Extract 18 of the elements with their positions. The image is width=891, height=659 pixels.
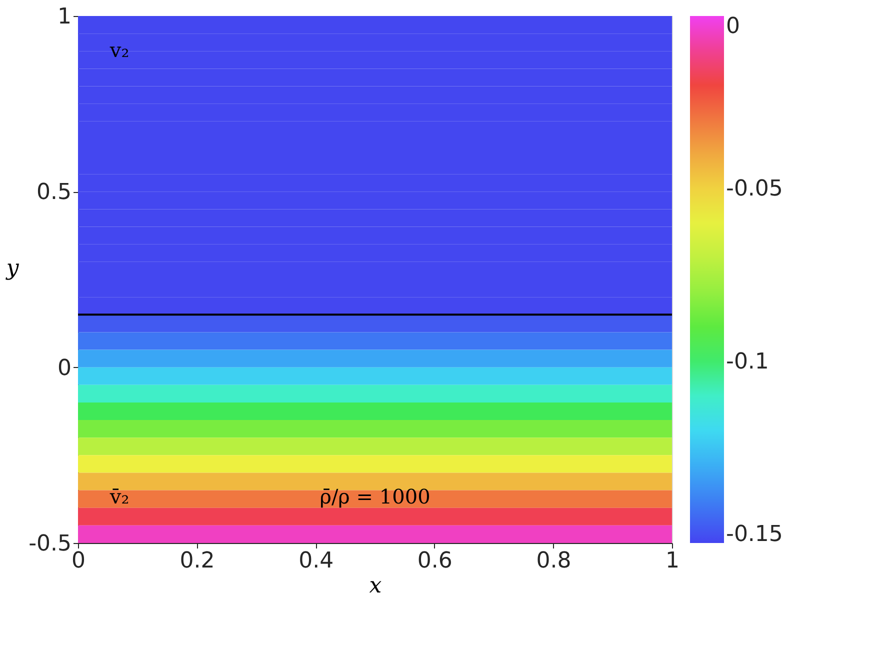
annotation: ρ̄/ρ = 1000 bbox=[320, 484, 430, 508]
color-bar-label: 0 bbox=[726, 14, 740, 39]
color-bar-label: -0.15 bbox=[726, 522, 783, 548]
annotation: v₂ bbox=[108, 38, 130, 62]
color-bar-label: -0.1 bbox=[726, 349, 769, 374]
y-tick-label: 0 bbox=[58, 356, 72, 381]
x-tick-label: 0.2 bbox=[180, 548, 215, 574]
annotation: v̄₂ bbox=[108, 484, 130, 508]
y-tick-label: -0.5 bbox=[28, 532, 72, 556]
x-tick-label: 0.4 bbox=[298, 548, 334, 574]
x-tick-label: 0.6 bbox=[417, 548, 452, 574]
y-axis-title: y bbox=[5, 256, 20, 281]
y-tick-label: 1 bbox=[58, 4, 72, 30]
x-axis-title: x bbox=[369, 574, 382, 598]
x-tick-label: 0.8 bbox=[536, 548, 572, 574]
color-bar-label: -0.05 bbox=[726, 176, 783, 202]
x-tick-label: 1 bbox=[666, 548, 680, 574]
y-tick-label: 0.5 bbox=[36, 180, 72, 206]
